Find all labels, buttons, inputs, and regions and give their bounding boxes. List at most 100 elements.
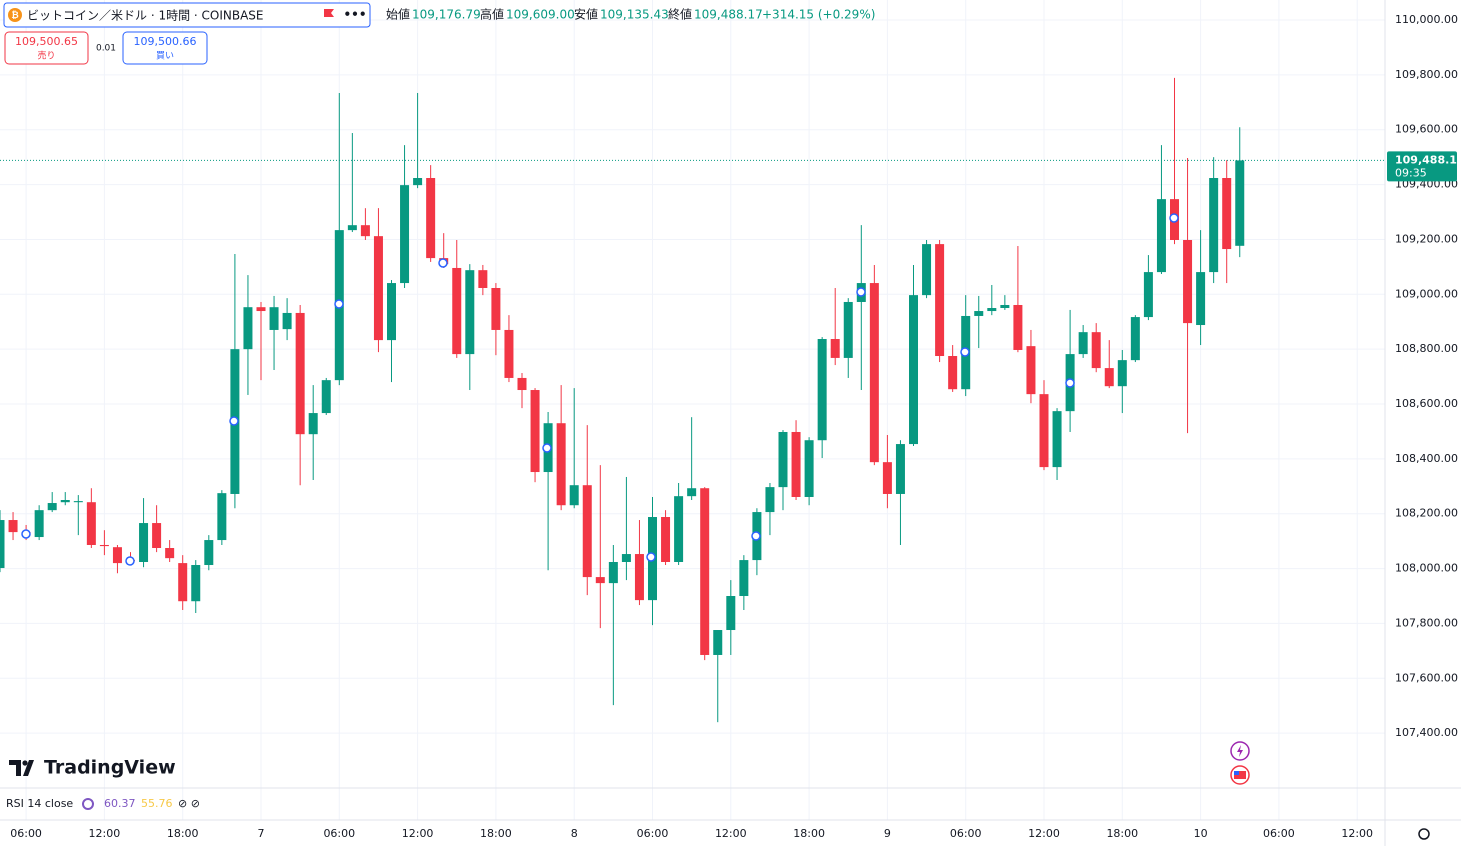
candle-body xyxy=(295,312,305,435)
high-label: 高値 xyxy=(480,7,504,22)
y-tick-label: 110,000.00 xyxy=(1395,13,1458,26)
more-icon[interactable]: ••• xyxy=(343,8,366,22)
event-marker xyxy=(229,416,239,426)
high-value: 109,609.00 xyxy=(506,8,575,22)
candle-body xyxy=(243,307,253,350)
candle-body xyxy=(582,485,592,578)
candle-body xyxy=(817,339,827,441)
flag xyxy=(1234,771,1246,779)
candle-body xyxy=(687,488,697,497)
candle-body xyxy=(674,496,684,562)
buy-button[interactable] xyxy=(122,31,208,65)
candle-body xyxy=(282,312,292,330)
x-tick-label: 8 xyxy=(571,827,578,840)
candle-body xyxy=(73,501,83,503)
candle-body xyxy=(217,493,227,541)
candle-body xyxy=(1117,360,1127,387)
flag-icon[interactable] xyxy=(324,9,334,17)
candle-body xyxy=(1013,304,1023,350)
event-marker xyxy=(1169,213,1179,223)
low-value: 109,135.43 xyxy=(600,8,669,22)
candle-body xyxy=(360,225,370,237)
event-marker xyxy=(334,299,344,309)
candle-body xyxy=(1052,411,1062,468)
settings-icon[interactable] xyxy=(1418,828,1430,840)
event-marker xyxy=(125,556,135,566)
candle-body xyxy=(112,547,122,564)
event-marker xyxy=(438,258,448,268)
y-tick-label: 109,800.00 xyxy=(1395,68,1458,81)
candle-body xyxy=(1183,239,1193,324)
candle-body xyxy=(465,270,475,355)
candle-body xyxy=(1209,178,1219,273)
y-tick-label: 107,800.00 xyxy=(1395,616,1458,629)
candle-body xyxy=(204,540,214,566)
candle-body xyxy=(8,520,18,533)
axes: 107,400.00 107,600.00 107,800.00 108,000.00… xyxy=(10,13,1458,840)
candle-body xyxy=(700,488,710,655)
candle-body xyxy=(491,287,501,330)
candle-body xyxy=(634,554,644,601)
x-tick-label: 9 xyxy=(884,827,891,840)
event-marker xyxy=(856,287,866,297)
event-marker xyxy=(960,347,970,357)
x-tick-label: 12:00 xyxy=(1028,827,1060,840)
price-label-value: 109,488.17 xyxy=(1395,153,1461,166)
x-tick-label: 06:00 xyxy=(10,827,42,840)
event-marker xyxy=(1065,378,1075,388)
candle-body xyxy=(400,185,410,284)
candle-body xyxy=(165,548,175,559)
buy-label: 買い xyxy=(156,51,174,62)
candle-body xyxy=(739,560,749,597)
candle-body xyxy=(608,561,618,584)
candle-body xyxy=(152,523,162,549)
candle-body xyxy=(99,544,109,547)
candle-body xyxy=(974,311,984,316)
y-tick-label: 107,400.00 xyxy=(1395,726,1458,739)
brand-logo xyxy=(9,760,34,776)
y-tick-label: 109,200.00 xyxy=(1395,232,1458,245)
x-tick-label: 18:00 xyxy=(793,827,825,840)
y-tick-label: 109,600.00 xyxy=(1395,123,1458,136)
btc-glyph: ₿ xyxy=(11,10,18,21)
low-label: 安値 xyxy=(574,7,598,22)
y-tick-label: 109,000.00 xyxy=(1395,287,1458,300)
candle-body xyxy=(895,444,905,494)
spread: 0.01 xyxy=(96,44,116,54)
hide-icon[interactable]: ⊘ ⊘ xyxy=(178,797,200,810)
candle-body xyxy=(987,308,997,312)
sell-price: 109,500.65 xyxy=(15,35,78,48)
x-tick-label: 12:00 xyxy=(1341,827,1373,840)
candle-body xyxy=(308,413,318,435)
candle-body xyxy=(556,423,566,506)
candle-body xyxy=(1156,199,1166,273)
candle-body xyxy=(713,630,723,655)
rsi-value: 60.37 xyxy=(104,797,136,810)
open-label: 始値 xyxy=(386,7,410,22)
candle-body xyxy=(1078,332,1088,355)
brand-logo-dot xyxy=(22,760,28,766)
indicator-icon[interactable] xyxy=(82,798,94,810)
event-marker xyxy=(646,552,656,562)
candle-body xyxy=(922,244,932,296)
sell-button[interactable] xyxy=(4,31,89,65)
candle-body xyxy=(269,307,279,330)
indicator-name: RSI 14 close xyxy=(6,797,73,810)
x-tick-label: 06:00 xyxy=(950,827,982,840)
symbol-box[interactable] xyxy=(3,2,371,28)
x-tick-label: 18:00 xyxy=(480,827,512,840)
candle-body xyxy=(478,270,488,288)
candle-body xyxy=(452,267,462,355)
candle-body xyxy=(1143,272,1153,318)
candle-body xyxy=(60,500,70,503)
candle-body xyxy=(791,431,801,497)
candle-body xyxy=(178,563,188,602)
y-tick-label: 108,600.00 xyxy=(1395,397,1458,410)
candle-body xyxy=(413,178,423,186)
candle-body xyxy=(387,283,397,341)
candle-body xyxy=(191,565,201,602)
price-label-box xyxy=(1387,151,1457,182)
candle-body xyxy=(34,510,44,538)
